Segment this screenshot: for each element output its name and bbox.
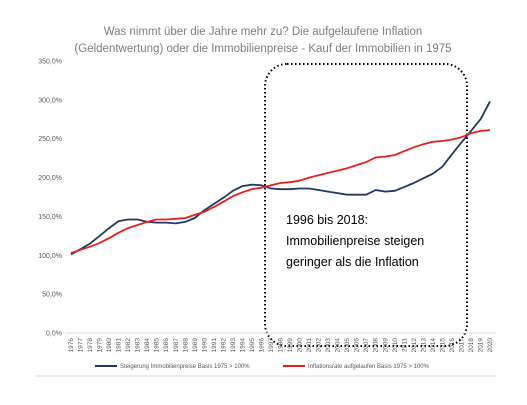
x-tick-label: 1983 (135, 338, 142, 353)
annotation: geringer als die Inflation (286, 255, 419, 269)
series-line (70, 129, 491, 254)
x-tick-label: 2007 (363, 338, 370, 353)
x-tick-label: 1981 (116, 338, 123, 353)
x-tick-label: 2009 (382, 338, 389, 353)
x-tick-label: 2016 (449, 338, 456, 353)
annotation: 1996 bis 2018: (286, 213, 368, 227)
x-tick-label: 1992 (220, 338, 227, 353)
x-tick-label: 2002 (316, 338, 323, 353)
x-tick-label: 2003 (325, 338, 332, 353)
y-tick-label: 200,0% (38, 175, 62, 182)
x-tick-label: 1990 (201, 338, 208, 353)
y-tick-label: 50,0% (42, 292, 62, 299)
x-tick-label: 1982 (125, 338, 132, 353)
x-tick-label: 2015 (439, 338, 446, 353)
x-tick-label: 1984 (144, 338, 151, 353)
x-tick-label: 1998 (278, 338, 285, 353)
x-tick-label: 2008 (373, 338, 380, 353)
y-tick-label: 0,0% (46, 331, 62, 338)
x-tick-label: 2017 (458, 338, 465, 353)
x-tick-label: 2001 (306, 338, 313, 353)
x-tick-label: 2020 (487, 338, 494, 353)
x-tick-label: 2018 (468, 338, 475, 353)
x-tick-label: 1976 (68, 338, 75, 353)
x-tick-label: 2010 (392, 338, 399, 353)
x-tick-label: 1995 (249, 338, 256, 353)
legend-label: Steigerung Immobilienpreise Basis 1975 >… (120, 364, 250, 370)
y-tick-label: 250,0% (38, 136, 62, 143)
y-tick-label: 100,0% (38, 253, 62, 260)
x-tick-label: 2005 (344, 338, 351, 353)
y-tick-label: 300,0% (38, 97, 62, 104)
x-tick-label: 1999 (287, 338, 294, 353)
x-tick-label: 1979 (97, 338, 104, 353)
x-tick-label: 1996 (258, 338, 265, 353)
legend-label: Inflationsrate aufgelaufen Basis 1975 > … (308, 364, 430, 370)
x-tick-label: 1986 (163, 338, 170, 353)
x-tick-label: 1988 (182, 338, 189, 353)
x-tick-label: 1978 (87, 338, 94, 353)
chart-title: Was nimmt über die Jahre mehr zu? Die au… (104, 26, 423, 38)
chart-title: (Geldentwertung) oder die Immobilienprei… (74, 43, 451, 55)
y-tick-label: 350,0% (38, 59, 62, 66)
x-tick-label: 2014 (430, 338, 437, 353)
x-tick-label: 2013 (420, 338, 427, 353)
y-tick-label: 150,0% (38, 214, 62, 221)
x-tick-label: 1997 (268, 338, 275, 353)
x-tick-label: 1989 (192, 338, 199, 353)
highlight-box (264, 63, 468, 347)
x-tick-label: 2012 (411, 338, 418, 353)
x-tick-label: 1993 (230, 338, 237, 353)
series-line (70, 100, 491, 256)
annotation: Immobilienpreise steigen (286, 234, 424, 248)
x-tick-label: 2004 (335, 338, 342, 353)
x-tick-label: 2006 (354, 338, 361, 353)
x-tick-label: 2000 (297, 338, 304, 353)
x-tick-label: 1991 (211, 338, 218, 353)
x-tick-label: 1987 (173, 338, 180, 353)
x-tick-label: 1985 (154, 338, 161, 353)
x-tick-label: 1977 (78, 338, 85, 353)
x-tick-label: 2019 (477, 338, 484, 353)
x-tick-label: 2011 (401, 338, 408, 352)
x-tick-label: 1994 (239, 338, 246, 353)
x-tick-label: 1980 (106, 338, 113, 353)
